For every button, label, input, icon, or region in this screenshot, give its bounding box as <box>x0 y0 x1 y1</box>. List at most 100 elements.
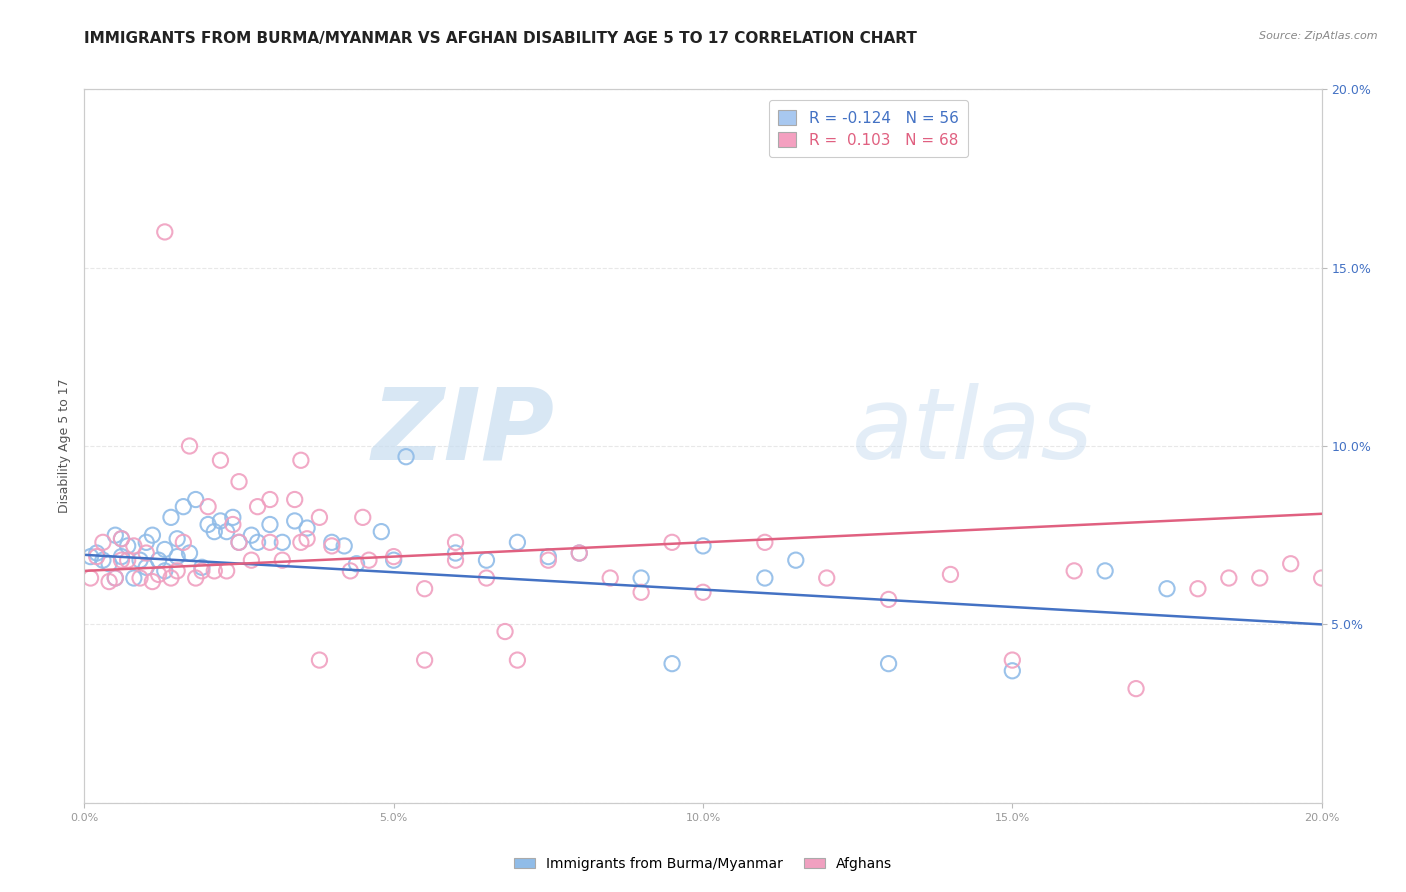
Point <box>129 553 152 567</box>
Point <box>290 535 312 549</box>
Point <box>308 653 330 667</box>
Point <box>1001 664 1024 678</box>
Point <box>395 450 418 464</box>
Point <box>692 585 714 599</box>
Point <box>179 439 201 453</box>
Point <box>1187 582 1209 596</box>
Point <box>110 553 132 567</box>
Point <box>209 514 232 528</box>
Point <box>357 553 380 567</box>
Point <box>444 553 467 567</box>
Point <box>284 492 307 507</box>
Point <box>91 553 114 567</box>
Point <box>1279 557 1302 571</box>
Point <box>382 549 405 564</box>
Point <box>117 553 139 567</box>
Point <box>259 492 281 507</box>
Point <box>1063 564 1085 578</box>
Point <box>444 535 467 549</box>
Y-axis label: Disability Age 5 to 17: Disability Age 5 to 17 <box>58 379 72 513</box>
Point <box>444 546 467 560</box>
Point <box>537 549 560 564</box>
Point <box>79 549 101 564</box>
Text: ZIP: ZIP <box>371 384 554 480</box>
Point <box>295 521 318 535</box>
Point <box>222 517 245 532</box>
Point <box>308 510 330 524</box>
Point <box>321 539 343 553</box>
Point <box>79 571 101 585</box>
Point <box>184 492 207 507</box>
Point <box>110 532 132 546</box>
Point <box>413 582 436 596</box>
Text: atlas: atlas <box>852 384 1092 480</box>
Point <box>240 528 263 542</box>
Point <box>166 564 188 578</box>
Point <box>1249 571 1271 585</box>
Point <box>754 535 776 549</box>
Point <box>184 571 207 585</box>
Point <box>346 557 368 571</box>
Point <box>599 571 621 585</box>
Point <box>215 524 238 539</box>
Point <box>246 500 269 514</box>
Point <box>215 564 238 578</box>
Point <box>506 535 529 549</box>
Point <box>494 624 516 639</box>
Point <box>877 592 900 607</box>
Point <box>135 535 157 549</box>
Point <box>166 549 188 564</box>
Point <box>197 517 219 532</box>
Point <box>117 539 139 553</box>
Point <box>122 539 145 553</box>
Point <box>370 524 392 539</box>
Point <box>1156 582 1178 596</box>
Point <box>537 553 560 567</box>
Point <box>141 574 163 589</box>
Point <box>160 571 183 585</box>
Point <box>475 571 498 585</box>
Point <box>148 567 170 582</box>
Point <box>98 574 121 589</box>
Point <box>240 553 263 567</box>
Point <box>160 510 183 524</box>
Point <box>153 564 176 578</box>
Point <box>135 560 157 574</box>
Point <box>153 542 176 557</box>
Point <box>222 510 245 524</box>
Point <box>785 553 807 567</box>
Point <box>172 535 194 549</box>
Point <box>86 549 108 564</box>
Point <box>202 564 225 578</box>
Point <box>271 535 294 549</box>
Point <box>148 553 170 567</box>
Point <box>104 571 127 585</box>
Point <box>339 564 361 578</box>
Point <box>1125 681 1147 696</box>
Point <box>295 532 318 546</box>
Point <box>122 571 145 585</box>
Point <box>352 510 374 524</box>
Legend: R = -0.124   N = 56, R =  0.103   N = 68: R = -0.124 N = 56, R = 0.103 N = 68 <box>769 101 967 157</box>
Point <box>135 546 157 560</box>
Point <box>104 571 127 585</box>
Point <box>91 535 114 549</box>
Point <box>939 567 962 582</box>
Point <box>661 535 683 549</box>
Point <box>815 571 838 585</box>
Point <box>98 557 121 571</box>
Point <box>86 546 108 560</box>
Point <box>209 453 232 467</box>
Point <box>129 571 152 585</box>
Point <box>568 546 591 560</box>
Point <box>333 539 356 553</box>
Point <box>568 546 591 560</box>
Point <box>141 528 163 542</box>
Point <box>191 560 214 574</box>
Point <box>284 514 307 528</box>
Point <box>228 535 250 549</box>
Point <box>179 546 201 560</box>
Text: IMMIGRANTS FROM BURMA/MYANMAR VS AFGHAN DISABILITY AGE 5 TO 17 CORRELATION CHART: IMMIGRANTS FROM BURMA/MYANMAR VS AFGHAN … <box>84 31 917 46</box>
Point <box>754 571 776 585</box>
Point <box>382 553 405 567</box>
